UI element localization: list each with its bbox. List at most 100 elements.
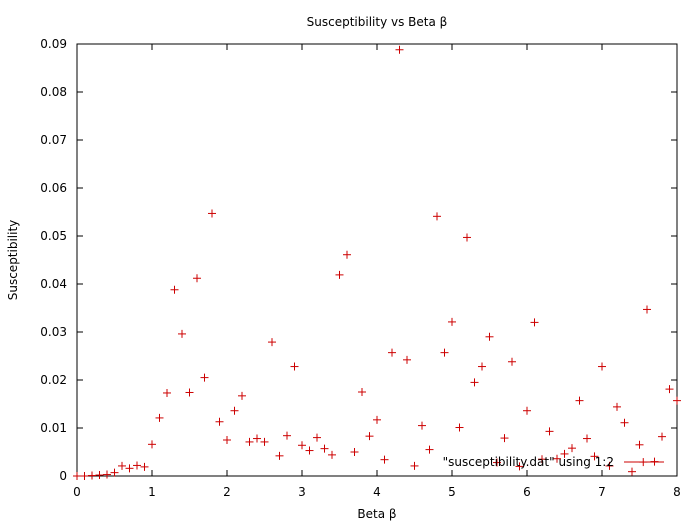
y-tick-label: 0.08 <box>40 85 67 99</box>
data-point <box>523 406 531 415</box>
data-point <box>208 209 216 218</box>
data-point <box>95 471 104 480</box>
y-axis-label: Susceptibility <box>6 220 20 301</box>
data-point <box>298 441 306 450</box>
data-point <box>613 402 621 411</box>
data-point <box>425 445 434 454</box>
data-point <box>575 396 584 405</box>
data-point <box>320 444 329 453</box>
x-tick-label: 7 <box>598 485 606 499</box>
data-point <box>448 317 456 326</box>
data-points <box>73 45 681 480</box>
data-point <box>380 455 389 464</box>
data-point <box>350 448 359 456</box>
data-point <box>140 462 149 471</box>
x-tick-label: 0 <box>73 485 81 499</box>
data-point <box>155 413 164 422</box>
y-tick-label: 0.06 <box>40 181 67 195</box>
data-point <box>268 338 276 347</box>
data-point <box>673 396 681 405</box>
legend-entry-label: "susceptibility.dat" using 1:2 <box>443 455 614 469</box>
data-point <box>403 355 411 364</box>
y-tick-label: 0.07 <box>40 133 67 147</box>
data-point <box>133 461 141 470</box>
data-point <box>478 362 486 371</box>
data-point <box>665 385 674 394</box>
data-point <box>148 440 156 449</box>
data-point <box>485 332 494 341</box>
x-tick-label: 5 <box>448 485 456 499</box>
legend: "susceptibility.dat" using 1:2 <box>443 455 664 469</box>
data-point <box>358 388 366 396</box>
data-point <box>583 434 591 443</box>
data-point <box>110 468 119 477</box>
data-point <box>328 450 336 459</box>
data-point <box>620 418 629 427</box>
data-point <box>73 472 81 480</box>
data-point <box>538 455 546 464</box>
data-point <box>455 423 464 432</box>
data-point <box>335 270 344 279</box>
x-tick-label: 3 <box>298 485 306 499</box>
data-point <box>185 388 194 397</box>
data-point <box>545 427 554 436</box>
x-tick-label: 2 <box>223 485 231 499</box>
data-point <box>553 454 561 463</box>
data-point <box>560 449 569 458</box>
data-point <box>178 329 186 338</box>
data-point <box>388 348 396 357</box>
data-point <box>515 462 524 471</box>
data-point <box>493 458 501 467</box>
data-point <box>275 451 284 460</box>
data-point <box>118 461 126 470</box>
data-point <box>238 391 246 400</box>
data-point <box>470 378 479 387</box>
x-tick-label: 8 <box>673 485 681 499</box>
data-point <box>200 373 209 382</box>
y-tick-label: 0.03 <box>40 325 67 339</box>
x-tick-label: 1 <box>148 485 156 499</box>
x-axis-label: Beta β <box>357 507 396 521</box>
data-point <box>170 285 179 294</box>
data-point <box>343 250 351 259</box>
data-point <box>365 432 374 441</box>
data-point <box>418 421 426 430</box>
data-point <box>605 461 614 470</box>
data-point <box>395 45 404 54</box>
data-point <box>440 348 449 357</box>
data-point <box>260 437 269 446</box>
y-tick-label: 0 <box>59 469 67 483</box>
data-point <box>163 388 171 397</box>
data-point <box>635 440 644 449</box>
data-point <box>230 406 239 415</box>
y-tick-label: 0.01 <box>40 421 67 435</box>
data-point <box>223 436 231 444</box>
data-point <box>290 362 299 371</box>
chart-title: Susceptibility vs Beta β <box>307 15 448 29</box>
data-point <box>463 233 471 242</box>
data-point <box>125 464 134 473</box>
data-point <box>598 362 606 371</box>
data-point <box>88 471 96 480</box>
y-tick-label: 0.02 <box>40 373 67 387</box>
data-point <box>373 415 381 424</box>
data-point <box>80 472 89 480</box>
data-point <box>590 452 599 461</box>
data-point <box>628 467 636 476</box>
data-point <box>500 434 509 443</box>
y-tick-label: 0.09 <box>40 37 67 51</box>
y-tick-label: 0.04 <box>40 277 67 291</box>
data-point <box>643 305 651 314</box>
data-point <box>215 417 224 426</box>
data-point <box>410 461 419 470</box>
data-point <box>530 318 539 327</box>
data-point <box>253 434 261 443</box>
data-point <box>305 446 314 455</box>
data-point <box>433 212 441 221</box>
data-point <box>568 444 576 453</box>
data-point <box>313 433 321 442</box>
data-point <box>283 431 291 440</box>
data-point <box>103 470 111 479</box>
